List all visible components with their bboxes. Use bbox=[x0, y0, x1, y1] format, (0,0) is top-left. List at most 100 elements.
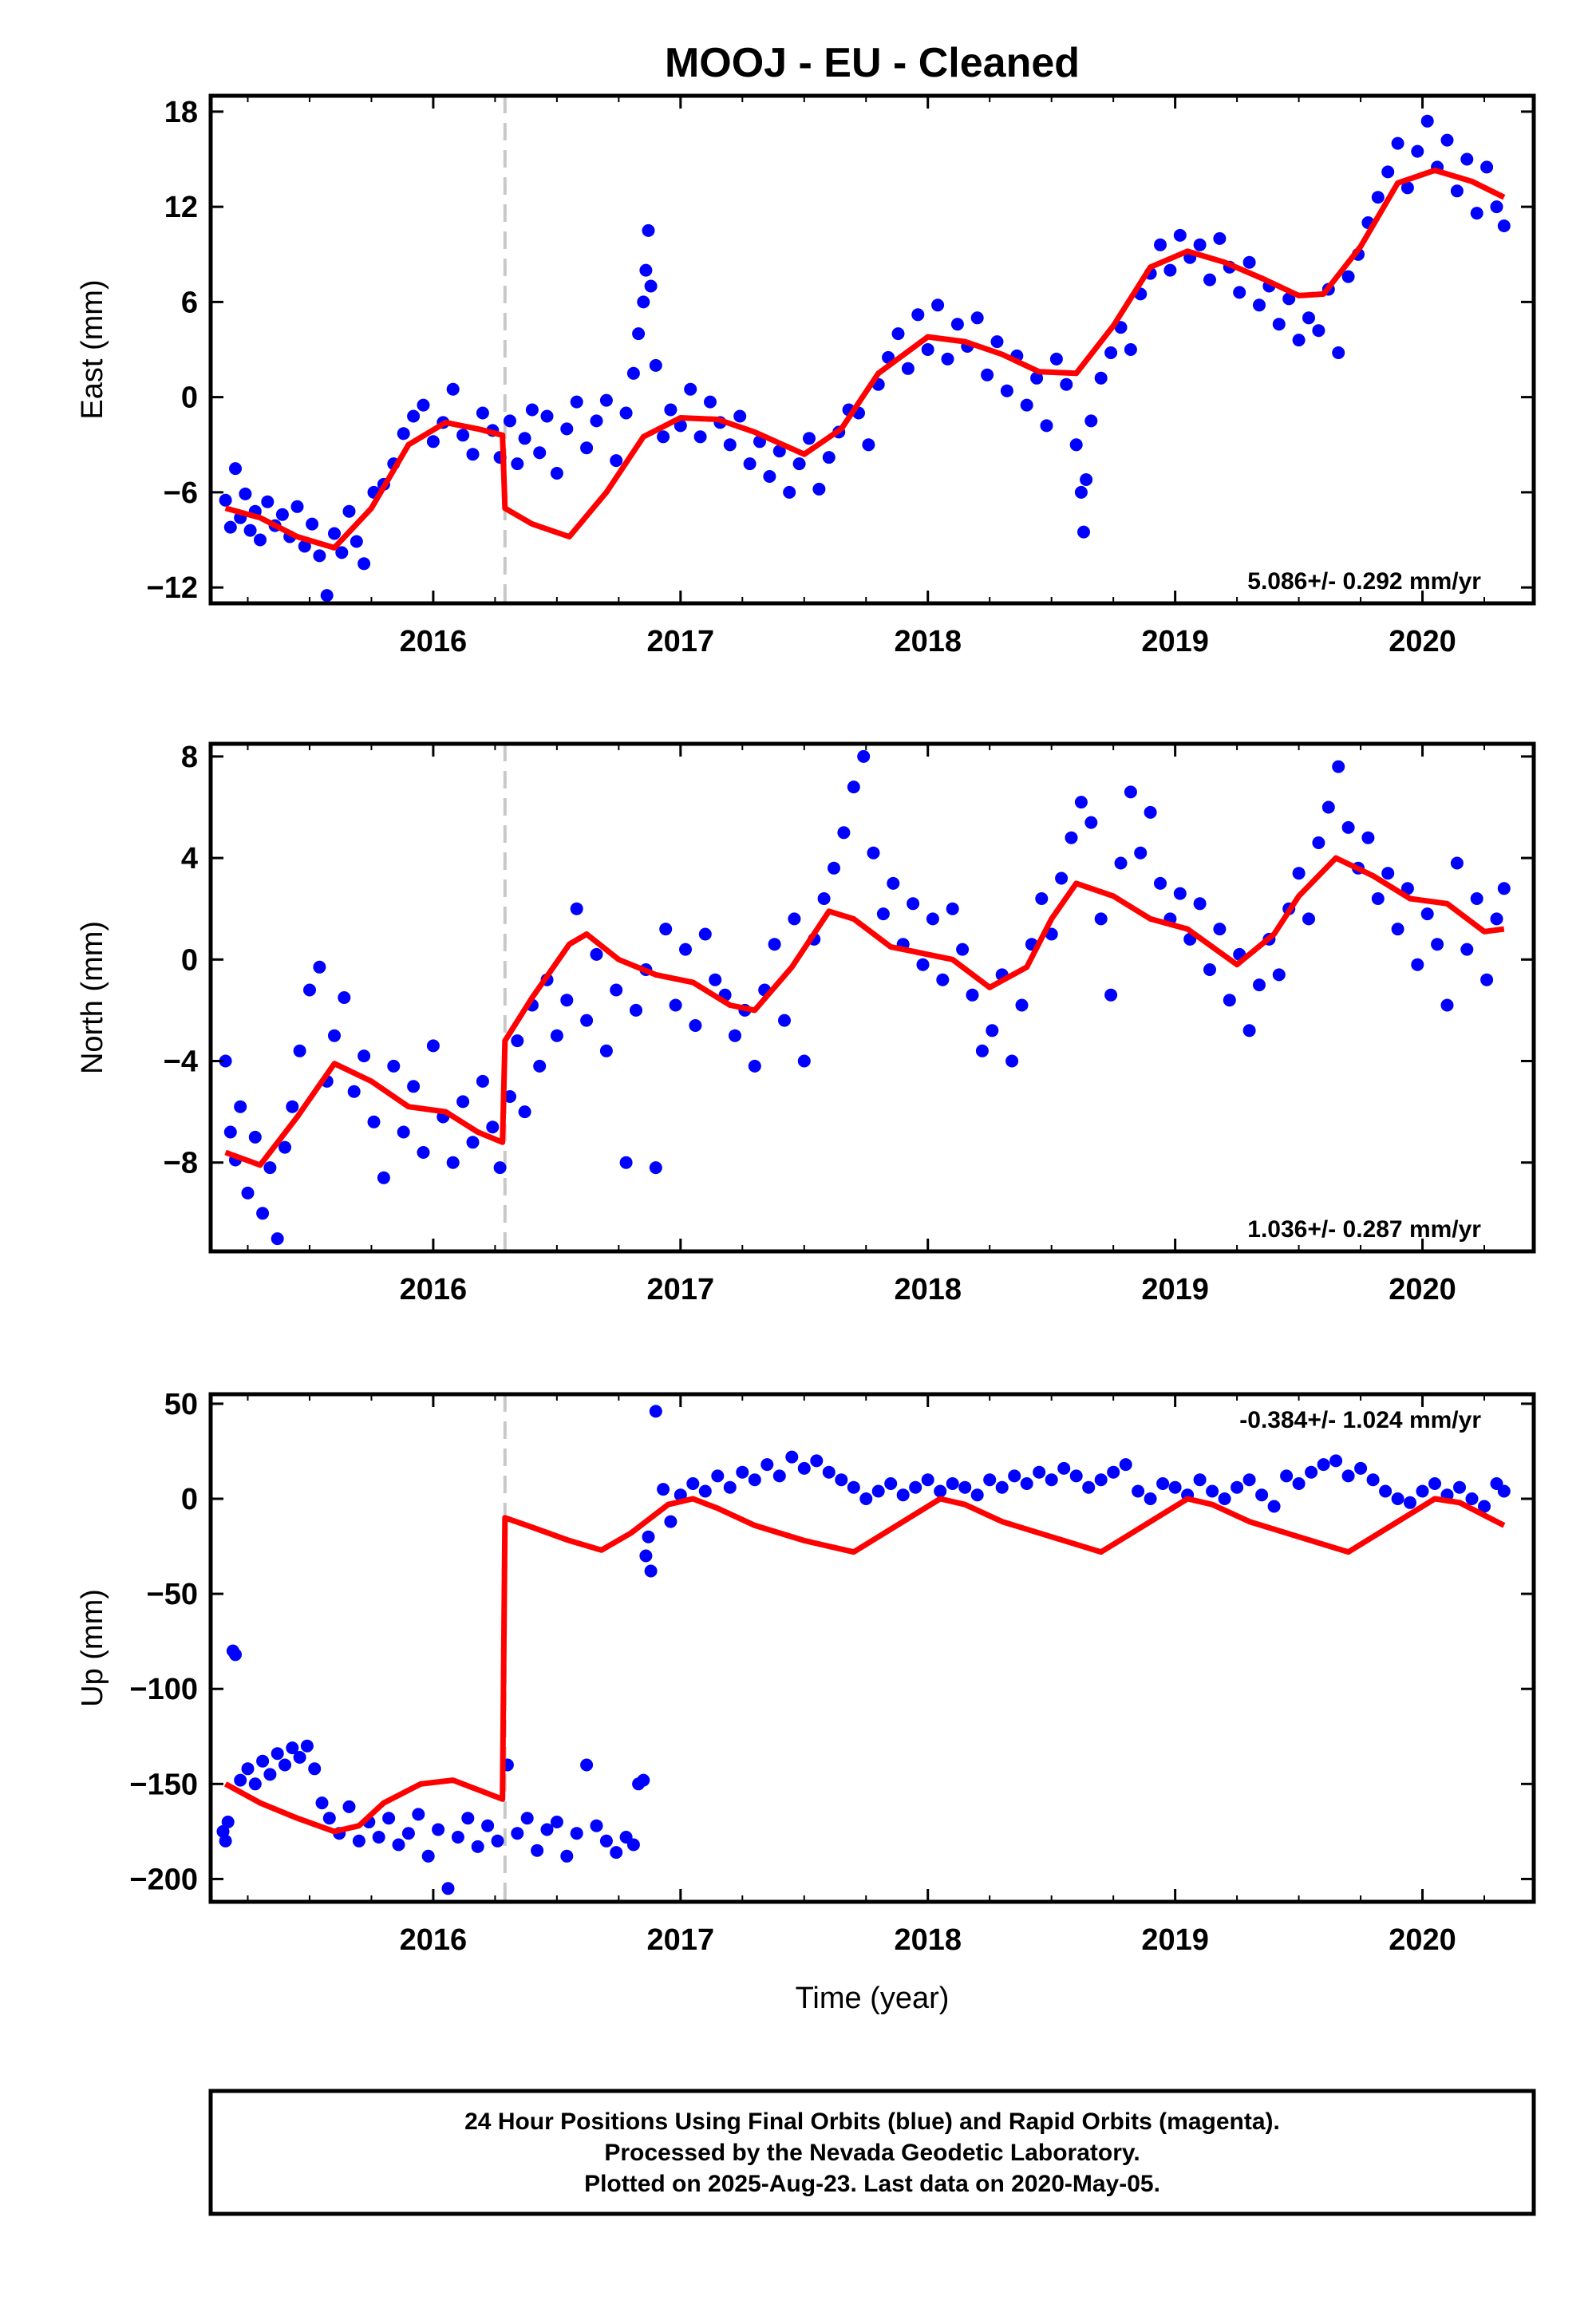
data-point bbox=[1144, 1492, 1157, 1505]
data-point bbox=[1317, 1458, 1330, 1472]
data-point bbox=[1084, 414, 1098, 428]
data-point bbox=[1267, 1500, 1281, 1513]
data-point bbox=[941, 352, 954, 366]
data-point bbox=[580, 1014, 594, 1027]
data-point bbox=[421, 1849, 435, 1863]
data-point bbox=[372, 1831, 385, 1844]
data-point bbox=[778, 1014, 791, 1027]
data-point bbox=[1193, 238, 1207, 251]
model-curve bbox=[223, 1496, 1506, 1835]
data-point bbox=[956, 943, 970, 956]
data-point bbox=[911, 308, 925, 322]
y-tick-label: −6 bbox=[164, 476, 198, 510]
data-point bbox=[639, 263, 653, 277]
data-point bbox=[1168, 1480, 1182, 1494]
data-point bbox=[736, 1465, 749, 1479]
y-tick-label: 4 bbox=[181, 842, 198, 875]
data-point bbox=[1015, 998, 1029, 1012]
data-point bbox=[1420, 114, 1434, 128]
data-point bbox=[986, 1024, 999, 1037]
data-point bbox=[649, 1405, 662, 1418]
y-tick-label: −50 bbox=[147, 1578, 198, 1611]
data-point bbox=[723, 438, 737, 452]
data-point bbox=[871, 1484, 885, 1498]
data-point bbox=[1132, 1484, 1145, 1498]
data-point bbox=[407, 409, 421, 423]
data-point bbox=[533, 446, 547, 460]
model-curve bbox=[224, 167, 1506, 551]
data-point bbox=[1361, 831, 1375, 844]
data-point bbox=[446, 1156, 460, 1169]
footer-line-3: Plotted on 2025-Aug-23. Last data on 202… bbox=[584, 2171, 1160, 2197]
data-point bbox=[1119, 1458, 1132, 1472]
data-point bbox=[679, 943, 692, 956]
data-point bbox=[1065, 831, 1078, 844]
north-panel: −8 −4 0 4 8 2016 2017 2018 2019 2020 North (mm) 1.0… bbox=[76, 741, 1536, 1306]
data-point bbox=[570, 902, 583, 915]
data-point bbox=[525, 403, 539, 417]
data-point bbox=[286, 1100, 299, 1113]
data-point bbox=[1206, 1484, 1219, 1498]
data-point bbox=[1411, 958, 1424, 971]
data-point bbox=[901, 362, 915, 375]
data-point bbox=[1094, 912, 1108, 926]
data-point bbox=[293, 1044, 306, 1057]
data-point bbox=[639, 1549, 653, 1563]
data-point bbox=[1480, 160, 1494, 174]
data-point bbox=[1332, 346, 1345, 359]
plot-frame bbox=[208, 1392, 1536, 1904]
data-layer bbox=[216, 1394, 1511, 1902]
data-point bbox=[486, 1120, 500, 1134]
data-point bbox=[763, 470, 776, 483]
data-point bbox=[1478, 1500, 1491, 1513]
y-tick-label: 0 bbox=[181, 943, 198, 977]
data-point bbox=[580, 1758, 594, 1772]
data-point bbox=[1497, 219, 1511, 232]
data-point bbox=[1391, 136, 1404, 150]
data-point bbox=[970, 1488, 984, 1502]
data-point bbox=[704, 395, 717, 409]
x-tick-label: 2020 bbox=[1389, 1923, 1456, 1957]
data-point bbox=[1428, 1477, 1441, 1490]
data-point bbox=[1411, 144, 1424, 158]
data-point bbox=[788, 912, 801, 926]
data-point bbox=[698, 927, 712, 941]
y-axis-label: North (mm) bbox=[76, 921, 109, 1074]
data-point bbox=[1470, 892, 1483, 905]
data-point bbox=[256, 1754, 270, 1768]
data-point bbox=[279, 1758, 291, 1772]
data-point bbox=[550, 1029, 563, 1042]
data-point bbox=[1312, 836, 1325, 849]
y-axis-label: East (mm) bbox=[76, 279, 109, 419]
data-point bbox=[540, 409, 554, 423]
data-point bbox=[1173, 228, 1187, 242]
data-point bbox=[729, 1029, 741, 1042]
data-point bbox=[810, 1454, 824, 1468]
data-point bbox=[1305, 1465, 1318, 1479]
data-point bbox=[837, 826, 851, 840]
data-point bbox=[970, 311, 984, 325]
data-point bbox=[1420, 907, 1434, 921]
data-point bbox=[1391, 1492, 1404, 1505]
data-point bbox=[768, 938, 781, 951]
data-point bbox=[760, 1458, 774, 1472]
data-point bbox=[1450, 184, 1464, 198]
footer-line-1: 24 Hour Positions Using Final Orbits (bl… bbox=[464, 2109, 1280, 2135]
data-point bbox=[1223, 994, 1236, 1007]
data-point bbox=[271, 1232, 284, 1246]
data-point bbox=[229, 1648, 242, 1662]
data-point bbox=[1321, 800, 1335, 814]
data-point bbox=[590, 1819, 603, 1832]
data-point bbox=[1104, 346, 1118, 359]
data-point bbox=[1233, 286, 1246, 299]
data-point bbox=[1354, 1461, 1368, 1475]
data-point bbox=[599, 393, 613, 407]
data-point bbox=[263, 1768, 277, 1781]
data-point bbox=[286, 1741, 299, 1755]
x-axis-label: Time (year) bbox=[796, 1982, 950, 2015]
data-point bbox=[570, 1827, 583, 1840]
data-point bbox=[983, 1473, 997, 1487]
data-point bbox=[520, 1812, 534, 1825]
data-point bbox=[1060, 377, 1073, 391]
data-point bbox=[241, 1186, 255, 1199]
